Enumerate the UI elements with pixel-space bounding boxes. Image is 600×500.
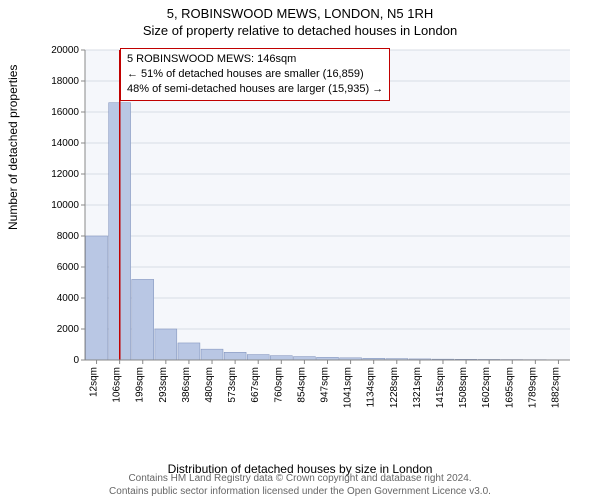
svg-text:760sqm: 760sqm bbox=[273, 367, 284, 403]
svg-text:12sqm: 12sqm bbox=[89, 367, 100, 397]
histogram-bar bbox=[247, 355, 269, 360]
svg-text:8000: 8000 bbox=[57, 231, 80, 242]
svg-text:12000: 12000 bbox=[51, 169, 79, 180]
svg-text:1321sqm: 1321sqm bbox=[412, 367, 423, 408]
svg-text:1508sqm: 1508sqm bbox=[458, 367, 469, 408]
footer-line2: Contains public sector information licen… bbox=[0, 486, 600, 499]
svg-text:1695sqm: 1695sqm bbox=[504, 367, 515, 408]
svg-text:573sqm: 573sqm bbox=[227, 367, 238, 403]
svg-text:1882sqm: 1882sqm bbox=[550, 367, 561, 408]
chart-title-line1: 5, ROBINSWOOD MEWS, LONDON, N5 1RH bbox=[0, 6, 600, 21]
y-axis: 0 2000 4000 6000 8000 10000 12000 14000 16000 180… bbox=[51, 45, 85, 366]
histogram-bar bbox=[178, 343, 200, 360]
svg-text:667sqm: 667sqm bbox=[250, 367, 261, 403]
histogram-bar bbox=[270, 356, 292, 360]
histogram-bar bbox=[86, 236, 108, 360]
chart-title-line2: Size of property relative to detached ho… bbox=[0, 23, 600, 38]
histogram-bar bbox=[201, 349, 223, 360]
callout-line2: ← 51% of detached houses are smaller (16… bbox=[127, 67, 383, 82]
svg-text:1134sqm: 1134sqm bbox=[366, 367, 377, 407]
svg-text:1041sqm: 1041sqm bbox=[343, 367, 354, 408]
y-axis-label: Number of detached properties bbox=[6, 65, 20, 230]
svg-text:1789sqm: 1789sqm bbox=[527, 367, 538, 408]
svg-text:386sqm: 386sqm bbox=[181, 367, 192, 403]
callout-box: 5 ROBINSWOOD MEWS: 146sqm ← 51% of detac… bbox=[120, 48, 390, 101]
footer-line1: Contains HM Land Registry data © Crown c… bbox=[0, 473, 600, 486]
chart-title-block: 5, ROBINSWOOD MEWS, LONDON, N5 1RH Size … bbox=[0, 0, 600, 38]
svg-text:18000: 18000 bbox=[51, 76, 79, 87]
svg-text:14000: 14000 bbox=[51, 138, 79, 149]
histogram-bar bbox=[155, 329, 177, 360]
callout-line1: 5 ROBINSWOOD MEWS: 146sqm bbox=[127, 52, 383, 67]
svg-text:293sqm: 293sqm bbox=[158, 367, 169, 403]
svg-text:1415sqm: 1415sqm bbox=[435, 367, 446, 408]
svg-text:6000: 6000 bbox=[57, 262, 80, 273]
svg-text:1228sqm: 1228sqm bbox=[389, 367, 400, 408]
svg-text:0: 0 bbox=[73, 355, 79, 366]
footer-attribution: Contains HM Land Registry data © Crown c… bbox=[0, 473, 600, 498]
svg-text:4000: 4000 bbox=[57, 293, 80, 304]
histogram-bar bbox=[293, 357, 315, 360]
svg-text:2000: 2000 bbox=[57, 324, 80, 335]
svg-text:1602sqm: 1602sqm bbox=[481, 367, 492, 408]
svg-text:20000: 20000 bbox=[51, 45, 79, 56]
callout-line3: 48% of semi-detached houses are larger (… bbox=[127, 82, 383, 97]
svg-text:10000: 10000 bbox=[51, 200, 79, 211]
svg-text:199sqm: 199sqm bbox=[135, 367, 146, 403]
histogram-bar bbox=[224, 352, 246, 360]
svg-text:947sqm: 947sqm bbox=[320, 367, 331, 403]
svg-text:854sqm: 854sqm bbox=[296, 367, 307, 403]
svg-text:106sqm: 106sqm bbox=[112, 367, 123, 403]
svg-text:480sqm: 480sqm bbox=[204, 367, 215, 403]
svg-text:16000: 16000 bbox=[51, 107, 79, 118]
histogram-bar bbox=[132, 279, 154, 360]
